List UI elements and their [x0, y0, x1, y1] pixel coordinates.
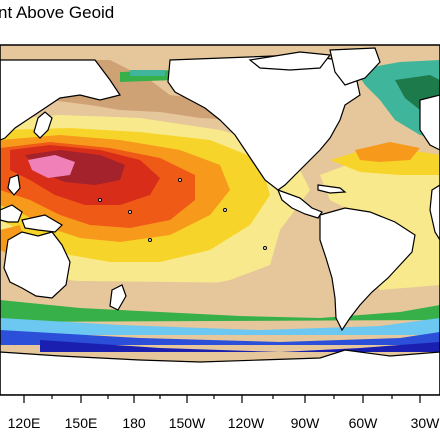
ocean-band-blue-south [0, 330, 440, 345]
island-marker [263, 246, 267, 250]
island-marker [128, 210, 132, 214]
land-indonesia [0, 204, 23, 223]
x-tick-label-150e: 150E [65, 415, 98, 431]
land-africa-west [429, 184, 440, 242]
land-europe-africa [419, 94, 440, 151]
map-panel [0, 44, 440, 396]
x-axis [23, 395, 421, 403]
x-tick-label-120w: 120W [228, 415, 265, 431]
x-tick-labels: 120E 150E 180 150W 120W 90W 60W 30W [8, 415, 440, 431]
ocean-band-teal-arctic [130, 70, 165, 76]
x-tick-label-30w: 30W [411, 415, 440, 431]
land-australia [3, 231, 71, 299]
island-marker [98, 198, 102, 202]
x-tick-label-150w: 150W [169, 415, 206, 431]
ocean-band-dark-blue-south [40, 340, 440, 352]
land-antarctica [0, 349, 440, 395]
ocean-band-orange-atlantic [355, 142, 420, 162]
ocean-band-light-blue-south [0, 318, 440, 335]
land-new-zealand [109, 284, 127, 311]
pacific-islands [98, 178, 267, 250]
map-frame [0, 44, 440, 396]
land-south-america [319, 207, 416, 332]
land-japan [33, 111, 53, 139]
map-title: nt Above Geoid [0, 3, 114, 22]
ocean-band-green-south [0, 300, 440, 322]
island-marker [223, 208, 227, 212]
land-cuba [317, 184, 347, 194]
island-marker [178, 178, 182, 182]
x-tick-label-60w: 60W [349, 415, 379, 431]
land-greenland [329, 47, 381, 86]
land-asia [0, 59, 121, 141]
land-central-america [276, 188, 323, 219]
land-philippines [7, 174, 21, 196]
x-tick-label-90w: 90W [291, 415, 321, 431]
x-tick-label-120e: 120E [8, 415, 41, 431]
x-tick-label-180: 180 [122, 415, 146, 431]
land-north-america [167, 54, 361, 191]
island-marker [148, 238, 152, 242]
land-arctic-islands [248, 51, 332, 71]
ocean-band-pink [28, 155, 75, 178]
ocean-band-tan-south [0, 280, 440, 300]
land-new-guinea [21, 214, 63, 233]
